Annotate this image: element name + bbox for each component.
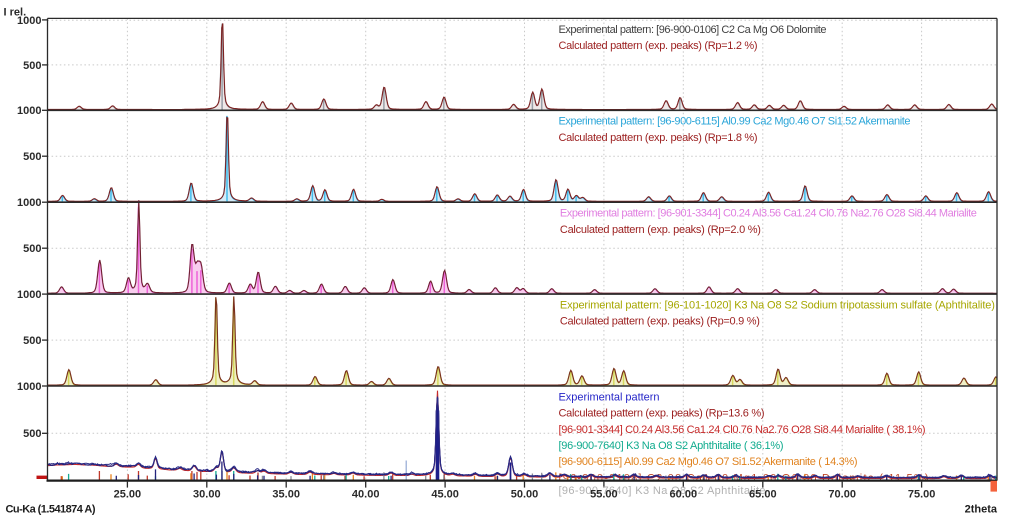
svg-text:1000: 1000 xyxy=(17,381,41,393)
svg-text:35.00: 35.00 xyxy=(272,489,300,501)
svg-text:1000: 1000 xyxy=(17,289,41,301)
svg-text:Calculated pattern (exp. peaks: Calculated pattern (exp. peaks) (Rp=13.6… xyxy=(559,408,765,420)
svg-text:30.00: 30.00 xyxy=(193,489,221,501)
svg-text:Calculated pattern (exp. peaks: Calculated pattern (exp. peaks) (Rp=0.9 … xyxy=(560,316,760,328)
svg-text:75.00: 75.00 xyxy=(908,489,936,501)
svg-text:Experimental pattern: [96-101-: Experimental pattern: [96-101-1020] K3 N… xyxy=(560,300,995,312)
svg-text:[96-900-6115] Al0.99 Ca2 Mg0.4: [96-900-6115] Al0.99 Ca2 Mg0.46 O7 Si1.5… xyxy=(559,456,858,468)
svg-text:55.00: 55.00 xyxy=(590,489,618,501)
svg-text:500: 500 xyxy=(23,60,41,72)
svg-text:[96-900-7640] K3 Na O8 S2 Aph: [96-900-7640] K3 Na O8 S2 Aphthitalite (… xyxy=(559,440,784,452)
svg-text:Experimental pattern: [96-901-: Experimental pattern: [96-901-3344] C0.2… xyxy=(560,208,977,220)
svg-text:[96-900-7640] K3 Na O8 S2 Aph: [96-900-7640] K3 Na O8 S2 Aphthitalite xyxy=(559,485,766,497)
svg-text:Experimental pattern: Experimental pattern xyxy=(559,391,660,403)
svg-text:40.00: 40.00 xyxy=(352,489,380,501)
svg-text:65.00: 65.00 xyxy=(749,489,777,501)
svg-text:60.00: 60.00 xyxy=(670,489,698,501)
svg-text:Experimental pattern: [96-900-: Experimental pattern: [96-900-6115] Al0.… xyxy=(559,116,911,128)
svg-text:500: 500 xyxy=(23,151,41,163)
svg-text:Calculated pattern (exp. peaks: Calculated pattern (exp. peaks) (Rp=1.2 … xyxy=(559,40,758,52)
svg-text:Calculated pattern (exp. peaks: Calculated pattern (exp. peaks) (Rp=2.0 … xyxy=(560,224,761,236)
svg-text:500: 500 xyxy=(23,428,41,440)
svg-text:70.00: 70.00 xyxy=(828,489,856,501)
svg-text:500: 500 xyxy=(23,243,41,255)
svg-text:25.00: 25.00 xyxy=(114,489,142,501)
svg-text:Cu-Ka (1.541874 A): Cu-Ka (1.541874 A) xyxy=(6,503,96,515)
svg-text:Calculated pattern (exp. peaks: Calculated pattern (exp. peaks) (Rp=1.8 … xyxy=(559,132,758,144)
svg-text:45.00: 45.00 xyxy=(431,489,459,501)
svg-text:1000: 1000 xyxy=(17,105,41,117)
svg-text:2theta: 2theta xyxy=(965,503,998,515)
svg-text:[96-900-3108] C2.00 Ca1.00 Mg1: [96-900-3108] C2.00 Ca1.00 Mg1.00 O6.00 … xyxy=(559,472,929,484)
svg-text:[96-901-3344] C0.24 Al3.56 Ca1: [96-901-3344] C0.24 Al3.56 Ca1.24 Cl0.76… xyxy=(559,424,926,436)
svg-text:Experimental pattern: [96-900-: Experimental pattern: [96-900-0106] C2 C… xyxy=(559,24,827,36)
svg-text:I rel.: I rel. xyxy=(4,6,27,18)
svg-text:1000: 1000 xyxy=(17,197,41,209)
svg-text:500: 500 xyxy=(23,335,41,347)
svg-text:50.00: 50.00 xyxy=(511,489,539,501)
svg-text:1000: 1000 xyxy=(17,15,41,27)
